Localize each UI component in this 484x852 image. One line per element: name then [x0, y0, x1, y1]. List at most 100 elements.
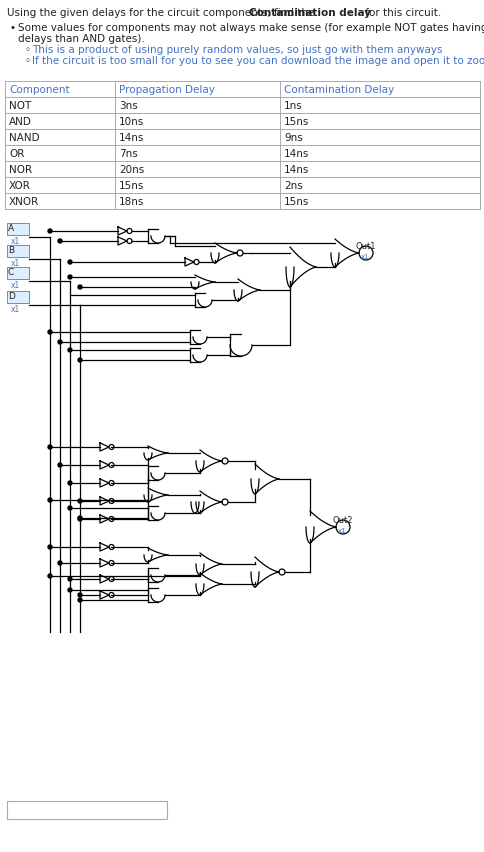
Bar	[5, 82, 479, 98]
Text: •: •	[10, 23, 16, 33]
Circle shape	[68, 348, 72, 353]
Text: A: A	[8, 224, 14, 233]
Text: 7ns: 7ns	[119, 149, 137, 158]
Text: This is a product of using purely random values, so just go with them anyways: This is a product of using purely random…	[32, 45, 441, 55]
Text: x1: x1	[11, 236, 20, 245]
Circle shape	[109, 445, 114, 450]
Circle shape	[68, 589, 72, 592]
Text: NOR: NOR	[9, 164, 32, 175]
Circle shape	[278, 569, 285, 575]
Text: Propagation Delay: Propagation Delay	[119, 85, 214, 95]
Text: Out2: Out2	[332, 515, 352, 524]
Circle shape	[109, 561, 114, 566]
Text: C: C	[8, 268, 14, 277]
Circle shape	[109, 545, 114, 550]
Bar	[5, 98, 479, 114]
Text: Out1: Out1	[355, 242, 376, 250]
Text: x1: x1	[360, 254, 369, 260]
Text: Contamination Delay: Contamination Delay	[284, 85, 393, 95]
Text: Some values for components may not always make sense (for example NOT gates havi: Some values for components may not alway…	[18, 23, 484, 33]
Text: Component: Component	[9, 85, 70, 95]
Circle shape	[58, 463, 62, 468]
Text: ◦: ◦	[24, 56, 30, 66]
Circle shape	[358, 247, 372, 261]
Bar	[5, 193, 479, 210]
Circle shape	[48, 498, 52, 503]
Circle shape	[78, 516, 82, 521]
Circle shape	[78, 517, 82, 521]
Circle shape	[127, 239, 132, 245]
Circle shape	[78, 593, 82, 597]
Bar	[5, 146, 479, 162]
Circle shape	[68, 481, 72, 486]
Text: x1: x1	[337, 527, 346, 533]
FancyBboxPatch shape	[7, 801, 166, 819]
Text: 14ns: 14ns	[119, 133, 144, 143]
Circle shape	[68, 261, 72, 265]
Text: 18ns: 18ns	[119, 197, 144, 207]
Circle shape	[48, 574, 52, 579]
Circle shape	[68, 276, 72, 279]
Text: for this circuit.: for this circuit.	[361, 8, 440, 18]
Text: B: B	[8, 245, 14, 255]
Bar	[5, 178, 479, 193]
Text: ◦: ◦	[24, 45, 30, 55]
Text: 15ns: 15ns	[284, 197, 309, 207]
Circle shape	[68, 578, 72, 581]
Circle shape	[58, 239, 62, 244]
Circle shape	[109, 593, 114, 598]
FancyBboxPatch shape	[7, 245, 29, 257]
Circle shape	[109, 499, 114, 504]
Circle shape	[109, 481, 114, 486]
Circle shape	[78, 285, 82, 290]
Circle shape	[194, 260, 198, 265]
Text: 2ns: 2ns	[284, 181, 302, 191]
Circle shape	[48, 230, 52, 233]
FancyBboxPatch shape	[7, 268, 29, 279]
Text: If the circuit is too small for you to see you can download the image and open i: If the circuit is too small for you to s…	[32, 56, 484, 66]
Circle shape	[222, 458, 227, 464]
Text: 15ns: 15ns	[119, 181, 144, 191]
Text: delays than AND gates).: delays than AND gates).	[18, 34, 144, 44]
Bar	[5, 130, 479, 146]
Text: 20ns: 20ns	[119, 164, 144, 175]
Circle shape	[78, 359, 82, 363]
Text: D: D	[8, 291, 15, 301]
Text: x1: x1	[11, 304, 20, 314]
Circle shape	[78, 499, 82, 504]
Circle shape	[48, 545, 52, 550]
Bar	[5, 162, 479, 178]
Text: 9ns: 9ns	[284, 133, 302, 143]
Text: x1: x1	[11, 258, 20, 268]
Text: AND: AND	[9, 117, 32, 127]
Text: XOR: XOR	[9, 181, 31, 191]
Circle shape	[58, 341, 62, 344]
Text: 14ns: 14ns	[284, 149, 309, 158]
FancyBboxPatch shape	[7, 291, 29, 303]
Text: NAND: NAND	[9, 133, 40, 143]
Circle shape	[127, 229, 132, 234]
Text: Using the given delays for the circuit components, find the: Using the given delays for the circuit c…	[7, 8, 317, 18]
Circle shape	[335, 521, 349, 534]
Bar	[5, 114, 479, 130]
Circle shape	[58, 561, 62, 566]
Text: 15ns: 15ns	[284, 117, 309, 127]
Circle shape	[109, 577, 114, 582]
Circle shape	[237, 250, 242, 256]
Circle shape	[222, 499, 227, 505]
Text: 3ns: 3ns	[119, 101, 137, 111]
Circle shape	[48, 446, 52, 450]
Circle shape	[68, 506, 72, 510]
Circle shape	[48, 331, 52, 335]
Text: 14ns: 14ns	[284, 164, 309, 175]
Circle shape	[78, 598, 82, 602]
FancyBboxPatch shape	[7, 224, 29, 236]
Text: XNOR: XNOR	[9, 197, 39, 207]
Text: 1ns: 1ns	[284, 101, 302, 111]
Circle shape	[109, 463, 114, 468]
Text: Contamination delay: Contamination delay	[248, 8, 370, 18]
Text: x1: x1	[11, 280, 20, 289]
Circle shape	[109, 517, 114, 522]
Text: 10ns: 10ns	[119, 117, 144, 127]
Text: NOT: NOT	[9, 101, 31, 111]
